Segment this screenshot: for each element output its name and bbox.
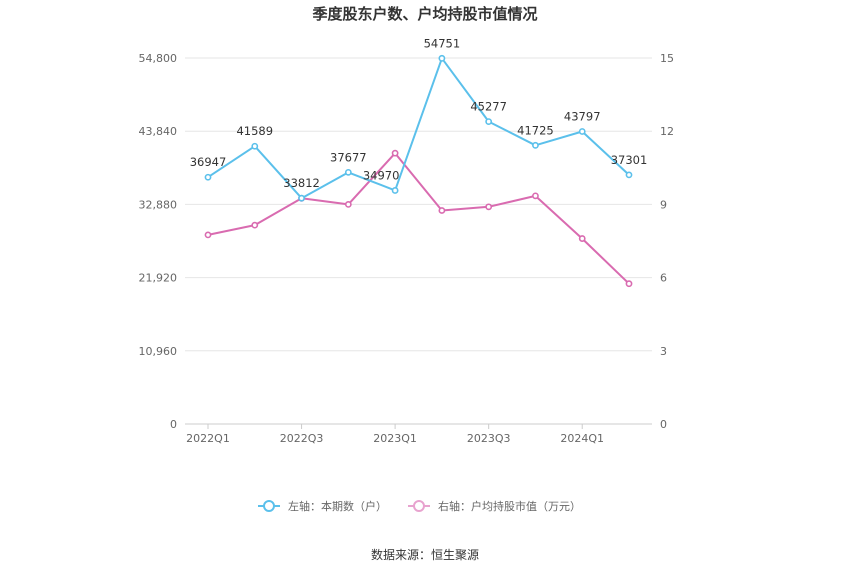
data-label: 41589 xyxy=(236,124,273,138)
x-axis-ticks: 2022Q1 2022Q3 2023Q1 2023Q3 2024Q1 xyxy=(186,424,604,445)
data-point xyxy=(344,168,352,176)
legend-item-left-series[interactable]: 左轴：本期数（户） xyxy=(258,499,387,513)
left-tick-label: 54,800 xyxy=(139,52,178,65)
data-point xyxy=(485,203,493,211)
data-label: 37301 xyxy=(611,153,648,167)
data-point xyxy=(391,149,399,157)
series-line xyxy=(207,152,630,285)
data-point xyxy=(532,141,539,149)
source-note: 数据来源：恒生聚源 xyxy=(371,547,479,562)
series-line xyxy=(207,57,630,200)
data-label: 54751 xyxy=(424,36,461,50)
data-point xyxy=(298,194,305,202)
data-point xyxy=(625,280,633,288)
data-point xyxy=(204,173,212,181)
legend-item-right-series[interactable]: 右轴：户均持股市值（万元） xyxy=(408,499,581,513)
data-label: 36947 xyxy=(190,155,227,169)
left-tick-label: 21,920 xyxy=(139,272,178,285)
right-tick-label: 6 xyxy=(660,272,667,285)
left-tick-label: 32,880 xyxy=(139,198,178,211)
data-point xyxy=(251,142,259,150)
data-label: 37677 xyxy=(330,150,367,164)
legend-swatch-right-marker xyxy=(413,500,425,512)
right-tick-label: 15 xyxy=(660,52,674,65)
data-label: 43797 xyxy=(564,109,601,123)
data-point xyxy=(578,235,586,242)
data-label: 41725 xyxy=(517,123,554,137)
left-tick-label: 10,960 xyxy=(139,345,178,358)
x-tick-label: 2022Q3 xyxy=(280,432,324,445)
data-point xyxy=(391,187,399,194)
right-tick-label: 0 xyxy=(660,418,667,431)
data-label: 34970 xyxy=(363,168,400,182)
x-tick-label: 2024Q1 xyxy=(560,432,604,445)
data-point xyxy=(438,54,446,62)
data-point xyxy=(625,171,633,179)
data-label: 33812 xyxy=(283,176,320,190)
right-tick-label: 3 xyxy=(660,345,667,358)
left-tick-label: 43,840 xyxy=(139,125,178,138)
data-point xyxy=(251,221,259,229)
legend-label-left-series: 左轴：本期数（户） xyxy=(288,499,387,513)
series-layer xyxy=(204,54,633,288)
data-labels: 36947 41589 33812 37677 34970 54751 45277 41725… xyxy=(190,36,648,190)
data-point xyxy=(204,231,212,239)
legend[interactable]: 左轴：本期数（户） 右轴：户均持股市值（万元） xyxy=(258,499,581,513)
x-tick-label: 2022Q1 xyxy=(186,432,230,445)
right-tick-label: 12 xyxy=(660,125,674,138)
x-tick-label: 2023Q1 xyxy=(373,432,417,445)
right-axis-ticks: 0 3 6 9 12 15 xyxy=(660,52,674,431)
left-axis-ticks: 0 10,960 21,920 32,880 43,840 54,800 xyxy=(139,52,178,431)
legend-swatch-left-marker xyxy=(263,500,275,512)
data-point xyxy=(485,118,493,126)
data-point xyxy=(532,192,539,200)
data-point xyxy=(578,128,586,135)
grid xyxy=(185,57,652,425)
right-tick-label: 9 xyxy=(660,198,667,211)
chart-title: 季度股东户数、户均持股市值情况 xyxy=(312,5,537,23)
x-tick-label: 2023Q3 xyxy=(467,432,511,445)
left-tick-label: 0 xyxy=(170,418,177,431)
legend-label-right-series: 右轴：户均持股市值（万元） xyxy=(438,499,581,513)
data-point xyxy=(438,207,446,214)
data-point xyxy=(344,200,352,208)
data-label: 45277 xyxy=(470,100,507,114)
